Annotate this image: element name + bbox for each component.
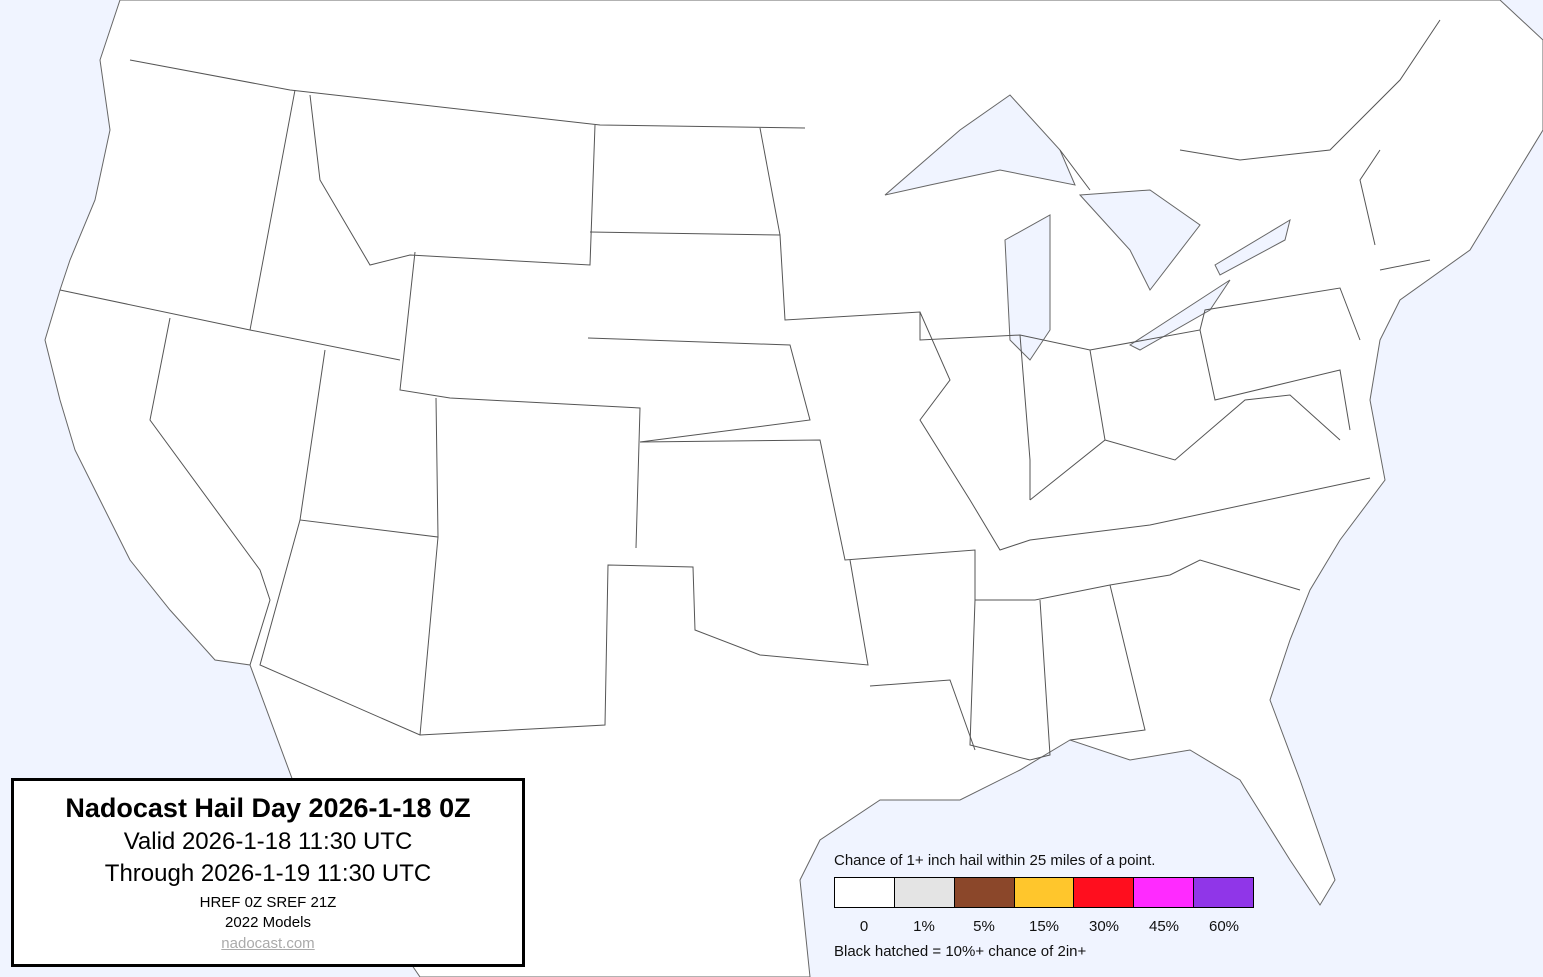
legend-swatch [894,878,955,907]
legend-label: 15% [1028,918,1060,935]
legend-swatch [1194,878,1254,907]
legend-note: Black hatched = 10%+ chance of 2in+ [834,943,1087,960]
legend-label: 45% [1148,918,1180,935]
legend-swatch [835,878,895,907]
model-version: 2022 Models [225,914,311,931]
legend-swatch [1134,878,1195,907]
legend-label: 5% [973,918,995,935]
legend-label: 60% [1208,918,1240,935]
legend-caption: Chance of 1+ inch hail within 25 miles o… [834,852,1156,869]
legend-labels: 0 1% 5% 15% 30% 45% 60% [834,918,1254,935]
legend-label: 1% [913,918,935,935]
legend-swatch [954,878,1015,907]
title-box: Nadocast Hail Day 2026-1-18 0Z Valid 202… [11,778,525,967]
legend-swatch [1014,878,1075,907]
legend: Chance of 1+ inch hail within 25 miles o… [834,852,1254,960]
legend-label: 0 [859,918,869,935]
map-title: Nadocast Hail Day 2026-1-18 0Z [65,793,471,823]
great-lakes [884,94,1291,361]
legend-label: 30% [1088,918,1120,935]
valid-time: Valid 2026-1-18 11:30 UTC [123,828,413,855]
model-runs: HREF 0Z SREF 21Z [199,894,337,911]
through-time: Through 2026-1-19 11:30 UTC [104,860,432,887]
state-boundaries [59,19,1441,761]
nadocast-link[interactable]: nadocast.com [221,935,315,952]
legend-color-bar [834,877,1254,908]
legend-swatch [1074,878,1135,907]
